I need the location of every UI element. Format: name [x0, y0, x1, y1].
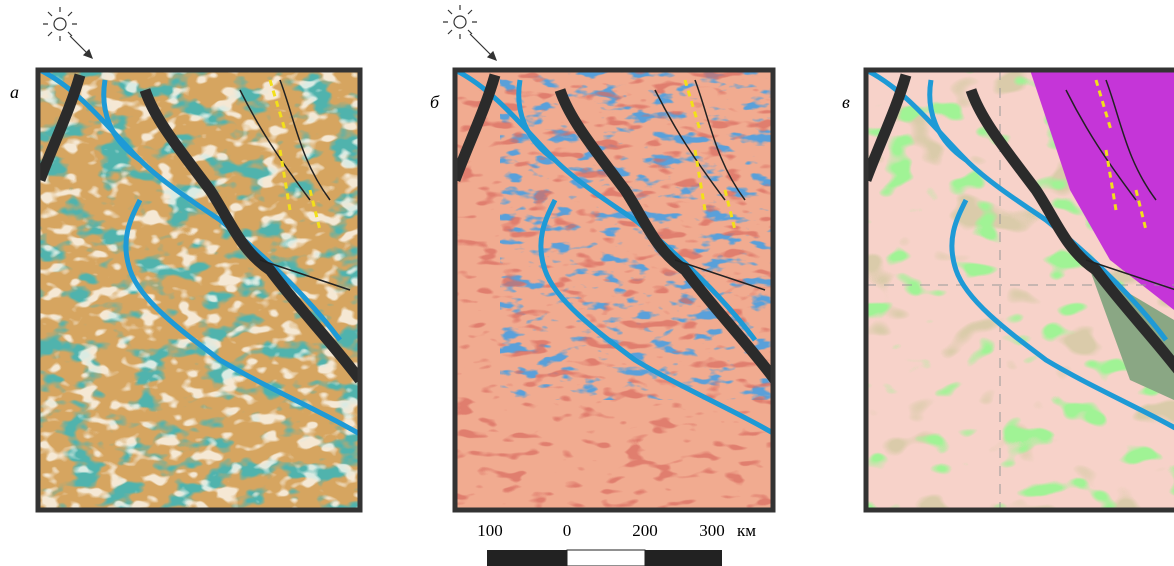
- scale-tick: 300: [699, 521, 725, 540]
- panel-b: б: [430, 5, 776, 513]
- scale-tick: 0: [563, 521, 572, 540]
- panel-a: а: [10, 7, 363, 513]
- panel-c: в: [842, 67, 1174, 513]
- scale-unit: км: [737, 521, 756, 540]
- panel-label: в: [842, 92, 850, 112]
- panel-label: а: [10, 82, 19, 102]
- scale-tick: 200: [632, 521, 658, 540]
- scale-bar: 100 0 200 300 км: [477, 521, 756, 566]
- scale-tick: 100: [477, 521, 503, 540]
- panel-label: б: [430, 92, 440, 112]
